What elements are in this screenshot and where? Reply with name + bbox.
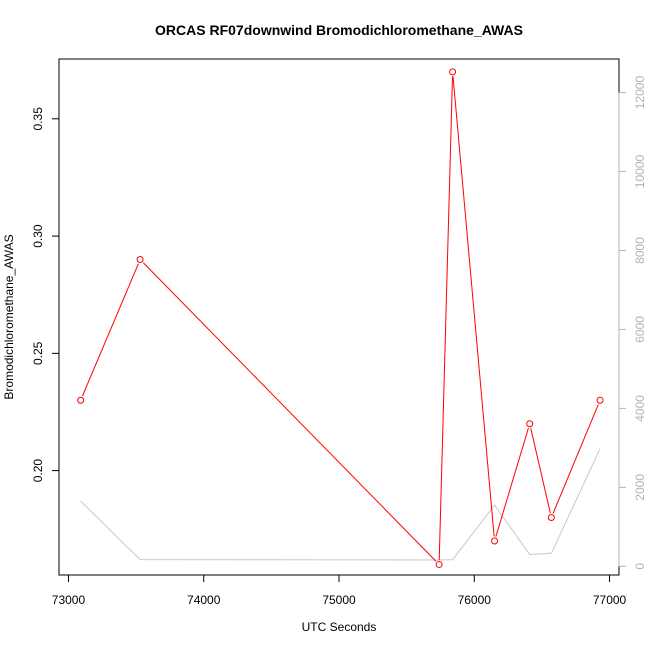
y2-tick-label: 10000: [633, 155, 647, 189]
y-tick-label: 0.30: [31, 224, 45, 248]
x-tick-label: 77000: [593, 593, 627, 607]
y-axis-right: 0 2000 4000 6000 8000 10000 12000: [618, 76, 647, 570]
primary-series-segment: [142, 262, 437, 562]
primary-series-point: [435, 560, 443, 568]
x-axis-label: UTC Seconds: [302, 620, 377, 634]
y-axis-left: 0.20 0.25 0.30 0.35: [31, 107, 60, 483]
x-tick-label: 74000: [187, 593, 221, 607]
primary-series-point: [449, 68, 457, 76]
primary-series-segment: [81, 263, 139, 397]
secondary-series-line: [80, 448, 601, 561]
primary-series-segment: [495, 427, 529, 537]
y2-tick-label: 0: [633, 563, 647, 570]
primary-series-point: [77, 396, 85, 404]
primary-series-segment: [552, 404, 599, 514]
y-tick-label: 0.25: [31, 341, 45, 365]
y2-tick-label: 8000: [633, 237, 647, 264]
primary-series-segment: [438, 76, 453, 560]
primary-series-point: [491, 537, 499, 545]
y2-tick-label: 4000: [633, 395, 647, 422]
y2-tick-label: 6000: [633, 316, 647, 343]
x-axis: 73000 74000 75000 76000 77000: [52, 574, 627, 607]
primary-series-segment: [530, 427, 551, 514]
x-tick-label: 75000: [322, 593, 356, 607]
series-layer: [77, 68, 604, 568]
primary-series-point: [136, 256, 144, 264]
primary-series-segment: [452, 76, 495, 537]
x-tick-label: 76000: [458, 593, 492, 607]
x-tick-label: 73000: [52, 593, 86, 607]
y2-tick-label: 12000: [633, 76, 647, 110]
primary-series-point: [596, 396, 604, 404]
y-tick-label: 0.35: [31, 107, 45, 131]
chart-title: ORCAS RF07downwind Bromodichloromethane_…: [155, 22, 523, 38]
y-axis-label: Bromodichloromethane_AWAS: [2, 234, 16, 399]
primary-series-point: [547, 514, 555, 522]
primary-series-point: [526, 420, 534, 428]
y-tick-label: 0.20: [31, 459, 45, 483]
y2-tick-label: 2000: [633, 474, 647, 501]
